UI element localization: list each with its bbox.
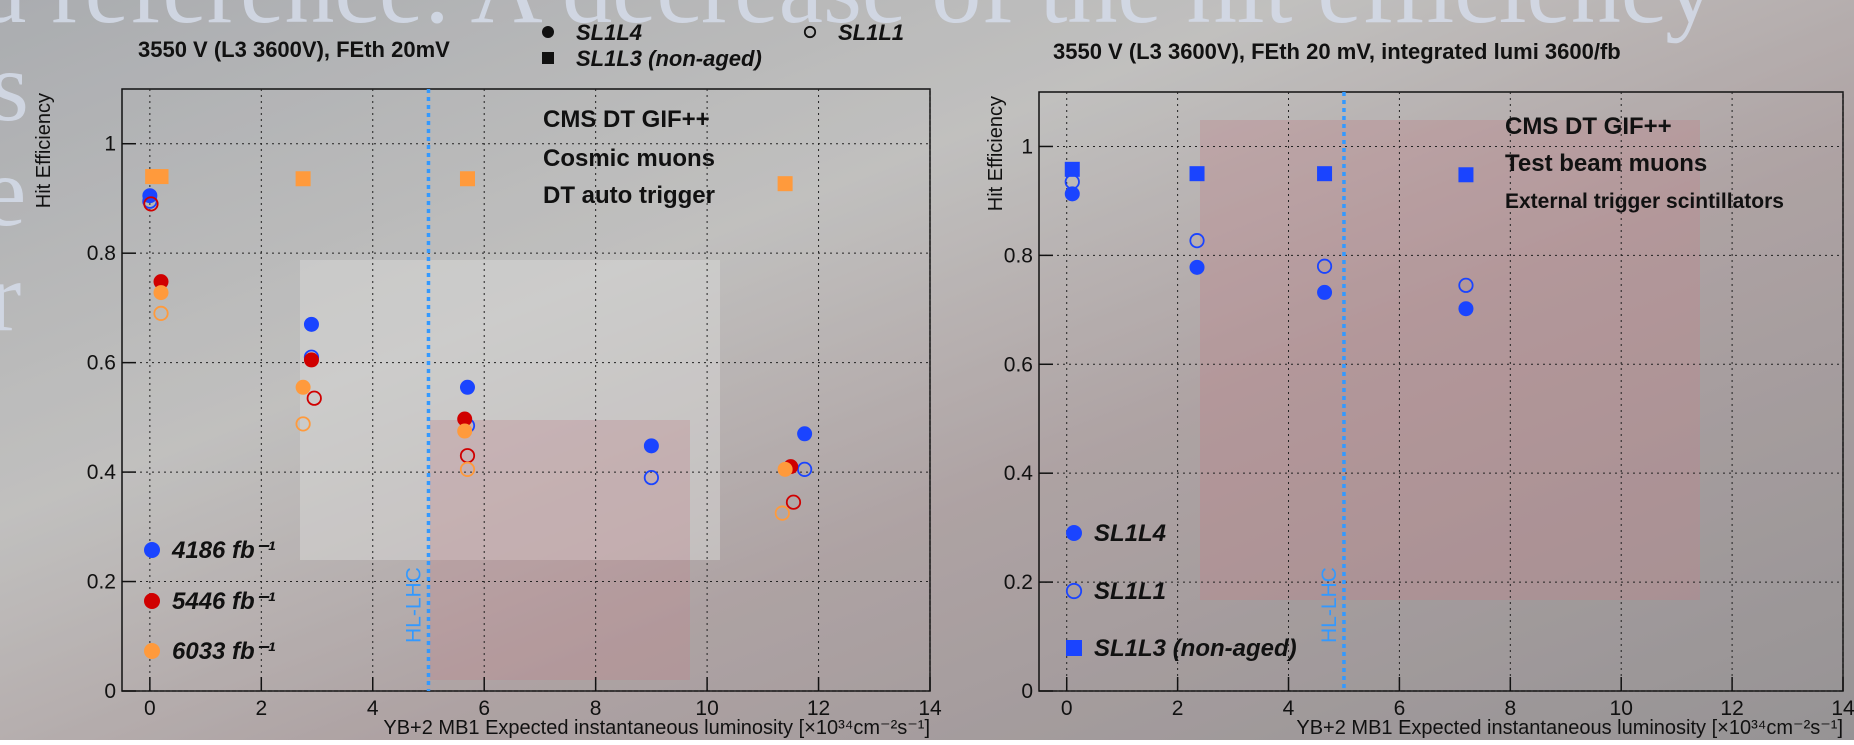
legend-marker (144, 542, 160, 558)
slide-overlay (0, 0, 1854, 740)
annotation: DT auto trigger (543, 182, 715, 209)
slide-fragment: r (0, 241, 21, 352)
data-point (797, 426, 812, 441)
y-tick-label: 0.8 (87, 242, 116, 265)
legend-marker (1066, 640, 1082, 656)
legend-label: 5446 fb⁻¹ (172, 588, 275, 615)
x-tick-label: 4 (367, 697, 379, 720)
legend-label: SL1L1 (1094, 578, 1166, 605)
data-point (778, 462, 793, 477)
data-point (296, 171, 311, 186)
x-tick-label: 2 (255, 697, 267, 720)
y-tick-label: 0.6 (1004, 353, 1033, 376)
data-point (154, 285, 169, 300)
slide: a reference: A decrease of the hit effic… (0, 0, 1854, 740)
data-point (1190, 260, 1205, 275)
legend-marker (144, 643, 160, 659)
y-tick-label: 0.2 (87, 571, 116, 594)
annotation: Test beam muons (1505, 150, 1707, 177)
y-tick-label: 1 (1021, 135, 1033, 158)
data-point (304, 352, 319, 367)
x-tick-label: 0 (1061, 697, 1073, 720)
legend-label: SL1L4 (576, 20, 642, 45)
data-point (460, 380, 475, 395)
data-point (644, 438, 659, 453)
annotation: External trigger scintillators (1505, 190, 1784, 213)
chart-title: 3550 V (L3 3600V), FEth 20mV (138, 37, 450, 62)
y-tick-label: 0 (1021, 680, 1033, 703)
data-point (1317, 285, 1332, 300)
x-tick-label: 0 (144, 697, 156, 720)
data-point (1458, 167, 1473, 182)
legend-marker (1066, 525, 1082, 541)
data-point (460, 171, 475, 186)
y-tick-label: 0.8 (1004, 244, 1033, 267)
hl-lhc-label: HL-LHC (402, 567, 425, 643)
y-axis-label: Hit Efficiency (985, 96, 1007, 211)
data-point (304, 317, 319, 332)
legend-label: SL1L3 (non-aged) (576, 46, 762, 71)
annotation: CMS DT GIF++ (543, 106, 710, 133)
x-tick-label: 2 (1172, 697, 1184, 720)
legend-label: 4186 fb⁻¹ (171, 537, 275, 564)
page: a reference: A decrease of the hit effic… (0, 0, 1854, 740)
y-axis-label: Hit Efficiency (33, 93, 55, 208)
data-point (778, 176, 793, 191)
x-axis-label: YB+2 MB1 Expected instantaneous luminosi… (383, 717, 930, 739)
annotation: CMS DT GIF++ (1505, 113, 1672, 140)
legend-marker (542, 26, 554, 38)
y-tick-label: 0.6 (87, 352, 116, 375)
annotation: Cosmic muons (543, 145, 715, 172)
legend-marker (144, 593, 160, 609)
data-point (1317, 166, 1332, 181)
x-tick-label: 4 (1283, 697, 1295, 720)
y-tick-label: 0 (104, 680, 116, 703)
legend-label: 6033 fb⁻¹ (172, 638, 275, 665)
data-point (296, 380, 311, 395)
data-point (457, 424, 472, 439)
y-tick-label: 0.4 (1004, 462, 1034, 485)
y-tick-label: 0.4 (87, 461, 117, 484)
legend-label: SL1L4 (1094, 520, 1166, 547)
chart-title: 3550 V (L3 3600V), FEth 20 mV, integrate… (1053, 39, 1621, 64)
data-point (1458, 301, 1473, 316)
legend-marker (542, 52, 554, 64)
data-point (1190, 166, 1205, 181)
y-tick-label: 0.2 (1004, 571, 1033, 594)
data-point (154, 169, 169, 184)
slide-fragment: e (0, 136, 26, 247)
hl-lhc-label: HL-LHC (1318, 567, 1341, 643)
y-tick-label: 1 (104, 133, 116, 156)
slide-fragment: s (0, 31, 29, 142)
x-axis-label: YB+2 MB1 Expected instantaneous luminosi… (1296, 717, 1843, 739)
legend-label: SL1L1 (838, 20, 904, 45)
legend-label: SL1L3 (non-aged) (1094, 635, 1297, 662)
